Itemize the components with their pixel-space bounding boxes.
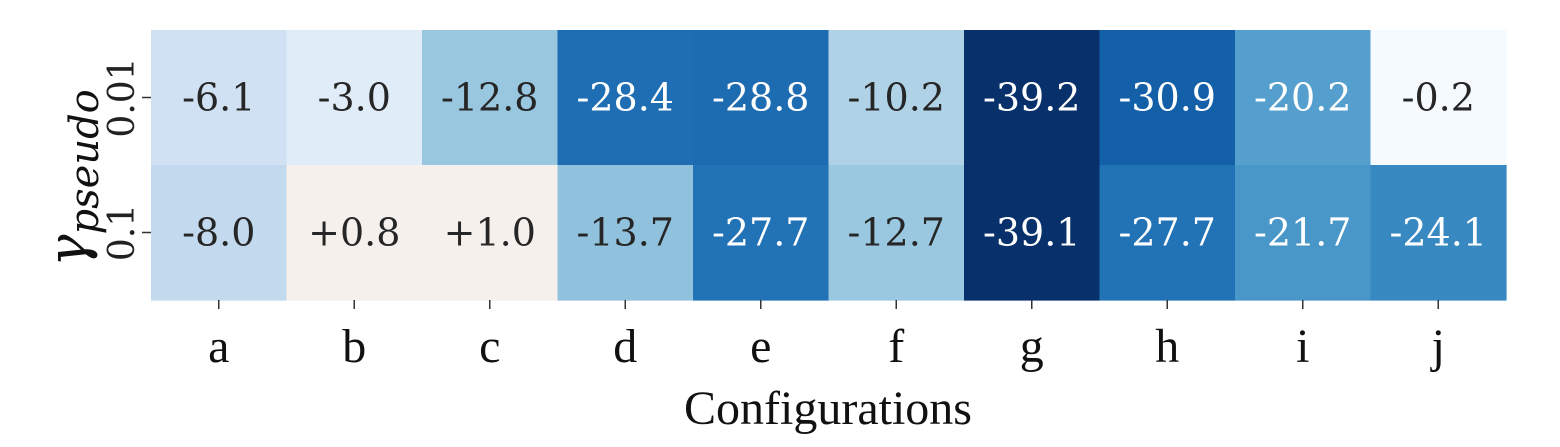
cell-value-label: -10.2 <box>848 76 945 120</box>
cell-value-label: -30.9 <box>1119 76 1216 120</box>
heatmap-cell-f-row-0 <box>828 30 965 166</box>
cell-value-label: -8.0 <box>182 211 255 255</box>
heatmap-cell-e-row-1 <box>693 165 830 301</box>
heatmap-cell-d-row-0 <box>557 30 694 166</box>
heatmap-cell-f-row-1 <box>828 165 965 301</box>
heatmap-cell-h-row-1 <box>1099 165 1236 301</box>
x-tick-label: g <box>1020 320 1044 373</box>
x-tick-label: f <box>888 320 904 373</box>
x-tick-label: a <box>208 320 229 373</box>
y-axis-label-subscript: pseudo <box>62 89 108 234</box>
cell-value-label: -28.8 <box>712 76 809 120</box>
heatmap-cell-a-row-0 <box>151 30 288 166</box>
heatmap-cell-j-row-1 <box>1370 165 1507 301</box>
heatmap-cell-g-row-1 <box>964 165 1101 301</box>
heatmap-cell-c-row-1 <box>422 165 559 301</box>
heatmap-cell-d-row-1 <box>557 165 694 301</box>
cell-value-label: -20.2 <box>1254 76 1351 120</box>
x-tick-label: h <box>1155 320 1179 373</box>
heatmap-cell-i-row-1 <box>1235 165 1372 301</box>
cell-value-label: -39.1 <box>983 211 1080 255</box>
x-tick-label: c <box>479 320 500 373</box>
heatmap-cell-e-row-0 <box>693 30 830 166</box>
y-axis-label-symbol: γ <box>36 234 99 267</box>
svg-text:γpseudo: γpseudo <box>36 89 108 267</box>
y-axis-label: γpseudo <box>36 89 108 267</box>
x-ticks: a b c d e f g h i j <box>208 300 1445 373</box>
heatmap-cell-h-row-0 <box>1099 30 1236 166</box>
cell-value-label: +0.8 <box>308 211 400 255</box>
heatmap-cell-b-row-1 <box>286 165 423 301</box>
x-tick-label: b <box>342 320 366 373</box>
x-tick-label: i <box>1296 320 1309 373</box>
y-tick-label: 0.1 <box>102 204 143 261</box>
x-tick-label: j <box>1430 320 1445 373</box>
x-tick-label: e <box>750 320 771 373</box>
cell-value-label: -3.0 <box>318 76 391 120</box>
cell-value-label: -24.1 <box>1390 211 1487 255</box>
heatmap-cell-a-row-1 <box>151 165 288 301</box>
cell-value-label: -21.7 <box>1254 211 1351 255</box>
heatmap-cell-c-row-0 <box>422 30 559 166</box>
heatmap-cell-b-row-0 <box>286 30 423 166</box>
x-axis-label: Configurations <box>684 382 972 435</box>
y-ticks: 0.01 0.1 <box>102 57 151 261</box>
cell-value-label: -27.7 <box>1119 211 1216 255</box>
y-tick-label: 0.01 <box>102 57 143 137</box>
cell-value-label: -28.4 <box>577 76 674 120</box>
cell-value-label: -0.2 <box>1402 76 1475 120</box>
heatmap-cell-g-row-0 <box>964 30 1101 166</box>
cell-value-label: -12.7 <box>848 211 945 255</box>
cell-value-label: -6.1 <box>182 76 255 120</box>
cell-value-label: -39.2 <box>983 76 1080 120</box>
cell-value-label: -13.7 <box>577 211 674 255</box>
heatmap-cell-j-row-0 <box>1370 30 1507 166</box>
heatmap-cells: -6.1 -3.0 -12.8 -28.4 -28.8 -10.2 -39.2 -30.9 -2… <box>151 30 1507 301</box>
heatmap-cell-i-row-0 <box>1235 30 1372 166</box>
cell-value-label: -12.8 <box>441 76 538 120</box>
cell-value-label: -27.7 <box>712 211 809 255</box>
cell-value-label: +1.0 <box>444 211 536 255</box>
x-tick-label: d <box>613 320 637 373</box>
